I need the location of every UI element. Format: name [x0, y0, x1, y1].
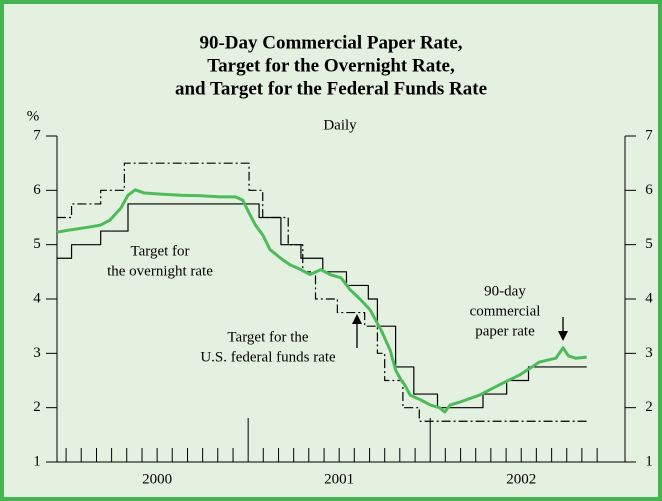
- y-tick-label: 4: [33, 290, 41, 306]
- annotation: Target for the: [227, 329, 308, 345]
- y2-tick-label: 2: [645, 399, 653, 415]
- y2-tick-label: 4: [645, 290, 653, 306]
- series-line: [57, 162, 587, 422]
- y2-tick-label: 6: [645, 182, 653, 198]
- arrow-head: [352, 314, 362, 324]
- annotation: paper rate: [475, 323, 535, 339]
- x-tick-label: 2002: [506, 471, 536, 487]
- annotation: commercial: [470, 303, 541, 319]
- chart-title: and Target for the Federal Funds Rate: [175, 78, 487, 99]
- y-unit: %: [27, 108, 40, 124]
- y2-tick-label: 5: [645, 236, 653, 252]
- x-tick-label: 2000: [142, 471, 172, 487]
- y2-tick-label: 3: [645, 345, 653, 361]
- chart-title: Target for the Overnight Rate,: [207, 55, 455, 76]
- y-tick-label: 6: [33, 182, 41, 198]
- annotation: Target for: [130, 243, 189, 259]
- y-tick-label: 2: [33, 399, 41, 415]
- y-tick-label: 1: [33, 453, 41, 469]
- annotation: U.S. federal funds rate: [200, 349, 336, 365]
- y-tick-label: 7: [33, 127, 41, 143]
- arrow-head: [558, 331, 568, 341]
- annotation: the overnight rate: [107, 263, 213, 279]
- chart-title: 90-Day Commercial Paper Rate,: [199, 32, 462, 53]
- series-line: [56, 188, 587, 414]
- y-tick-label: 5: [33, 236, 41, 252]
- chart-subtitle: Daily: [323, 117, 357, 133]
- x-tick-label: 2001: [324, 471, 354, 487]
- y-tick-label: 3: [33, 345, 41, 361]
- y2-tick-label: 7: [645, 127, 653, 143]
- series-line: [57, 203, 587, 409]
- annotation: 90-day: [484, 283, 526, 299]
- y2-tick-label: 1: [645, 453, 653, 469]
